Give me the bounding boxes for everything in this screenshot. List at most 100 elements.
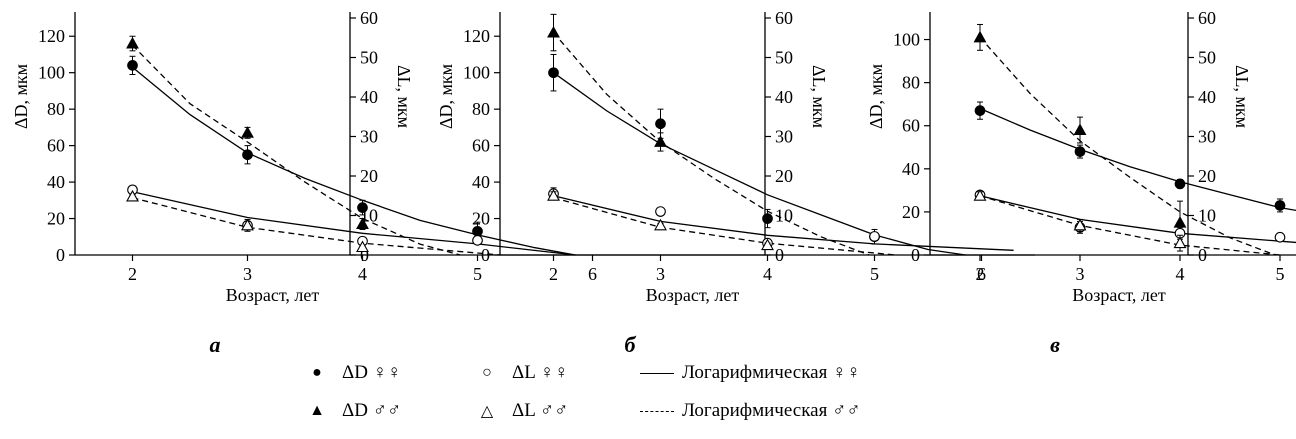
y-tick-label-left: 80: [902, 73, 920, 93]
y-tick-label-right: 40: [1198, 87, 1216, 107]
y-tick-label-right: 50: [775, 48, 793, 68]
fit-curve-male: [979, 36, 1276, 256]
panel-label: б: [625, 332, 637, 357]
y-tick-label-right: 40: [775, 87, 793, 107]
data-point-open-triangle: [1073, 218, 1087, 231]
panel-label: в: [1050, 332, 1060, 357]
y-tick-label-right: 30: [775, 127, 793, 147]
y-tick-label-right: 20: [360, 166, 378, 186]
x-tick-label: 4: [1176, 264, 1185, 284]
x-tick-label: 5: [870, 264, 879, 284]
fit-curve-male: [979, 195, 1281, 256]
y-tick-label-right: 60: [775, 8, 793, 28]
fit-curve-male: [132, 44, 461, 256]
data-point-filled-triangle: [547, 25, 560, 38]
fit-curve-female: [979, 195, 1296, 244]
x-tick-label: 4: [358, 264, 367, 284]
data-point-filled-circle: [974, 105, 986, 116]
data-point-filled-triangle: [356, 217, 369, 229]
data-point-open-triangle: [547, 189, 560, 201]
y-tick-label-left: 20: [472, 209, 490, 229]
data-point-filled-circle: [242, 149, 253, 161]
fit-curve-male: [132, 197, 501, 256]
y-tick-label-right: 10: [775, 206, 793, 226]
x-axis-label: Возраст, лет: [1072, 285, 1166, 305]
y-tick-label-left: 20: [902, 202, 920, 222]
y-tick-label-right: 60: [1198, 8, 1216, 28]
y-tick-label-left: 120: [463, 26, 490, 46]
x-tick-label: 3: [243, 264, 252, 284]
fit-curve-female: [132, 66, 576, 256]
fit-curve-male: [553, 32, 870, 256]
data-point-filled-circle: [1174, 178, 1186, 190]
data-point-filled-triangle: [654, 135, 667, 147]
y-tick-label-left: 0: [56, 245, 65, 265]
y-tick-label-left: 40: [47, 172, 65, 192]
data-point-filled-circle: [548, 67, 559, 79]
y-tick-label-right: 50: [360, 48, 378, 68]
chart-panel-в: 234560204060801000102030405060Возраст, л…: [866, 8, 1296, 357]
y-tick-label-left: 60: [902, 116, 920, 136]
data-point-filled-triangle: [126, 36, 139, 49]
x-axis-label: Возраст, лет: [226, 285, 320, 305]
x-tick-label: 2: [549, 264, 558, 284]
data-point-filled-triangle: [1073, 123, 1087, 135]
data-point-open-triangle: [126, 189, 139, 202]
data-point-open-triangle: [356, 240, 369, 253]
x-tick-label: 6: [977, 264, 986, 284]
data-point-filled-circle: [655, 118, 666, 130]
x-tick-label: 2: [128, 264, 137, 284]
data-point-open-triangle: [654, 218, 667, 231]
y-tick-label-right: 50: [1198, 48, 1216, 68]
y-axis-label-left: ΔD, мкм: [436, 64, 456, 129]
y-tick-label-left: 120: [38, 26, 65, 46]
fit-curve-female: [553, 72, 966, 256]
y-tick-label-left: 20: [47, 209, 65, 229]
y-tick-label-left: 60: [472, 136, 490, 156]
y-tick-label-left: 0: [481, 245, 490, 265]
y-tick-label-right: 30: [360, 127, 378, 147]
data-point-open-circle: [869, 231, 880, 242]
chart-panel-б: 2 3 4 5 60204060801001200102030405060Возраст…: [436, 8, 1035, 357]
data-point-filled-triangle: [1173, 216, 1187, 228]
data-point-filled-circle: [1274, 200, 1286, 211]
data-point-filled-circle: [762, 213, 773, 224]
y-axis-label-left: ΔD, мкм: [866, 64, 886, 129]
data-point-open-circle: [472, 235, 483, 246]
data-point-open-triangle: [761, 238, 774, 251]
fit-curve-female: [553, 195, 1014, 251]
y-tick-label-right: 0: [1198, 245, 1207, 265]
y-axis-label-left: ΔD, мкм: [11, 64, 31, 129]
data-point-filled-triangle: [973, 30, 987, 43]
y-tick-label-right: 40: [360, 87, 378, 107]
data-point-filled-circle: [357, 202, 368, 213]
y-tick-label-left: 100: [463, 63, 490, 83]
y-axis-label-right: ΔL, мкм: [1232, 65, 1252, 128]
fit-curve-male: [553, 197, 896, 256]
x-tick-label: 3: [656, 264, 665, 284]
y-tick-label-right: 60: [360, 8, 378, 28]
y-tick-label-left: 60: [47, 136, 65, 156]
y-tick-label-left: 0: [911, 245, 920, 265]
fit-curve-female: [132, 191, 576, 256]
panel-label: а: [210, 332, 221, 357]
y-axis-label-right: ΔL, мкм: [394, 65, 414, 128]
data-point-filled-circle: [127, 60, 138, 71]
data-point-open-triangle: [973, 189, 987, 201]
data-point-open-circle: [1274, 231, 1286, 243]
y-tick-label-right: 0: [360, 245, 369, 265]
y-tick-label-right: 20: [1198, 166, 1216, 186]
data-point-filled-circle: [1074, 146, 1086, 157]
y-tick-label-left: 80: [472, 99, 490, 119]
x-tick-label: 3: [1076, 264, 1085, 284]
y-tick-label-left: 100: [893, 30, 920, 50]
y-tick-label-left: 80: [47, 99, 65, 119]
y-tick-label-right: 0: [775, 245, 784, 265]
y-tick-label-right: 10: [1198, 206, 1216, 226]
x-axis-label: Возраст, лет: [646, 285, 740, 305]
y-tick-label-right: 30: [1198, 127, 1216, 147]
y-tick-label-left: 100: [38, 63, 65, 83]
x-tick-label: 5: [473, 264, 482, 284]
y-axis-label-right: ΔL, мкм: [809, 65, 829, 128]
